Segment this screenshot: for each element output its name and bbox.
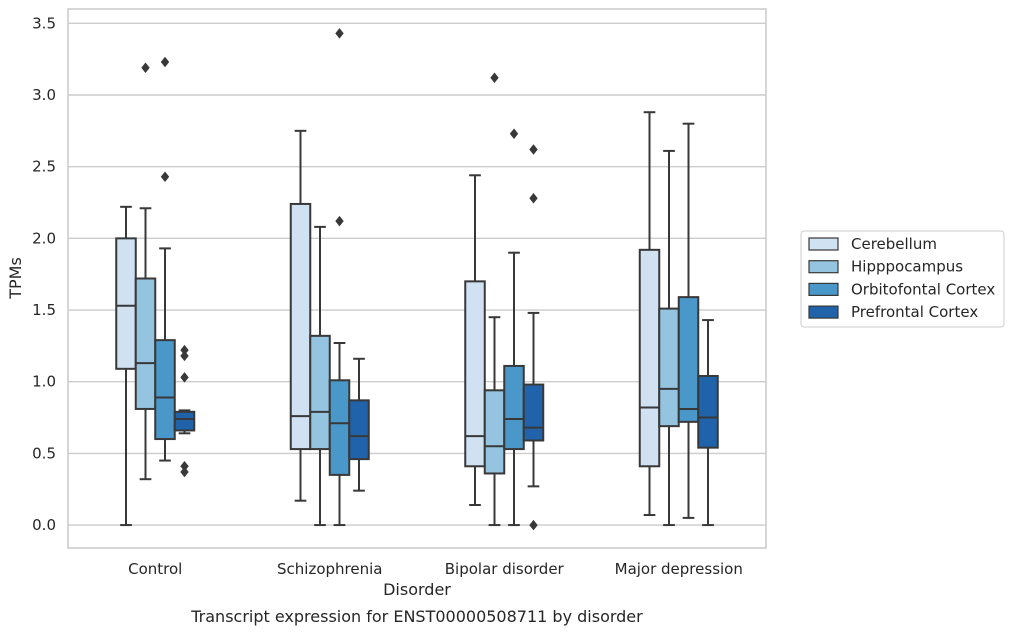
y-tick-label: 0.0	[32, 516, 56, 534]
legend-frame	[800, 230, 1005, 328]
outlier-point	[335, 28, 344, 39]
outlier-point	[141, 62, 150, 74]
box-iqr	[134, 277, 157, 410]
outlier-point	[529, 144, 538, 155]
box-iqr	[154, 339, 176, 441]
grid-lines	[68, 22, 766, 526]
legend-label: Orbitofontal Cortex	[851, 280, 995, 298]
x-axis-label: Disorder	[383, 580, 451, 599]
box-plot	[503, 128, 525, 527]
outlier-point	[180, 372, 189, 383]
box-plot	[677, 122, 700, 519]
plot-frame	[67, 8, 767, 549]
box-plot	[328, 28, 351, 527]
outlier-point	[180, 466, 189, 478]
box-iqr	[697, 374, 719, 449]
outlier-point	[160, 56, 170, 68]
y-axis-label: TPMs	[6, 257, 25, 300]
box-iqr	[638, 248, 661, 468]
legend: Cerebellum Hipppocampus Orbitofontal Corte…	[800, 230, 1005, 328]
box-plot	[638, 111, 661, 517]
x-tick-label: Control	[128, 560, 182, 578]
box-iqr	[348, 399, 370, 461]
x-tick-label: Schizophrenia	[277, 560, 382, 578]
y-tick-label: 0.5	[32, 444, 56, 462]
box-iqr	[658, 307, 680, 428]
box-iqr	[677, 296, 700, 423]
y-tick-label: 2.5	[32, 158, 56, 176]
box-iqr	[464, 280, 486, 468]
box-plot	[697, 319, 719, 527]
box-plot	[173, 344, 196, 478]
box-iqr	[522, 383, 545, 442]
y-tick-label: 1.0	[32, 373, 56, 391]
outlier-point	[529, 192, 538, 204]
legend-swatch	[808, 260, 839, 274]
y-tick-label: 3.0	[32, 86, 56, 104]
y-tick-label: 2.0	[32, 229, 56, 247]
legend-swatch	[808, 282, 839, 296]
x-tick-label: Bipolar disorder	[445, 560, 565, 578]
box-plot	[134, 62, 157, 481]
box-plot	[348, 357, 370, 492]
box-plot	[522, 144, 545, 531]
outlier-point	[180, 350, 189, 362]
outlier-point	[335, 215, 344, 227]
x-tick-labels: Control Schizophrenia Bipolar disorder Majo…	[128, 560, 743, 578]
box-plot	[464, 174, 486, 506]
legend-label: Prefrontal Cortex	[851, 303, 978, 321]
y-tick-label: 1.5	[32, 301, 56, 319]
y-tick-label: 3.5	[32, 14, 56, 32]
box-iqr	[289, 202, 312, 451]
outlier-point	[180, 461, 189, 472]
box-plots	[115, 28, 719, 531]
box-iqr	[483, 389, 506, 475]
outlier-point	[529, 519, 538, 531]
outlier-point	[180, 344, 189, 356]
y-tick-labels: 0.0 0.5 1.0 1.5 2.0 2.5 3.0 3.5	[32, 14, 56, 534]
box-iqr	[503, 364, 525, 451]
box-plot	[289, 129, 312, 502]
box-plot	[658, 149, 680, 527]
outlier-point	[160, 171, 170, 182]
box-plot	[154, 56, 176, 462]
box-plot	[483, 72, 506, 527]
box-plot	[115, 205, 137, 527]
legend-swatch	[808, 237, 839, 251]
legend-label: Cerebellum	[851, 235, 937, 253]
outlier-point	[490, 72, 499, 84]
legend-swatch	[808, 305, 839, 319]
x-tick-label: Major depression	[615, 560, 743, 578]
chart-caption: Transcript expression for ENST0000050871…	[190, 607, 643, 626]
box-iqr	[173, 410, 196, 432]
box-iqr	[328, 379, 351, 476]
outlier-point	[509, 128, 519, 139]
legend-label: Hipppocampus	[851, 258, 963, 276]
box-plot	[309, 225, 331, 527]
box-iqr	[309, 334, 331, 451]
box-iqr	[115, 237, 137, 370]
